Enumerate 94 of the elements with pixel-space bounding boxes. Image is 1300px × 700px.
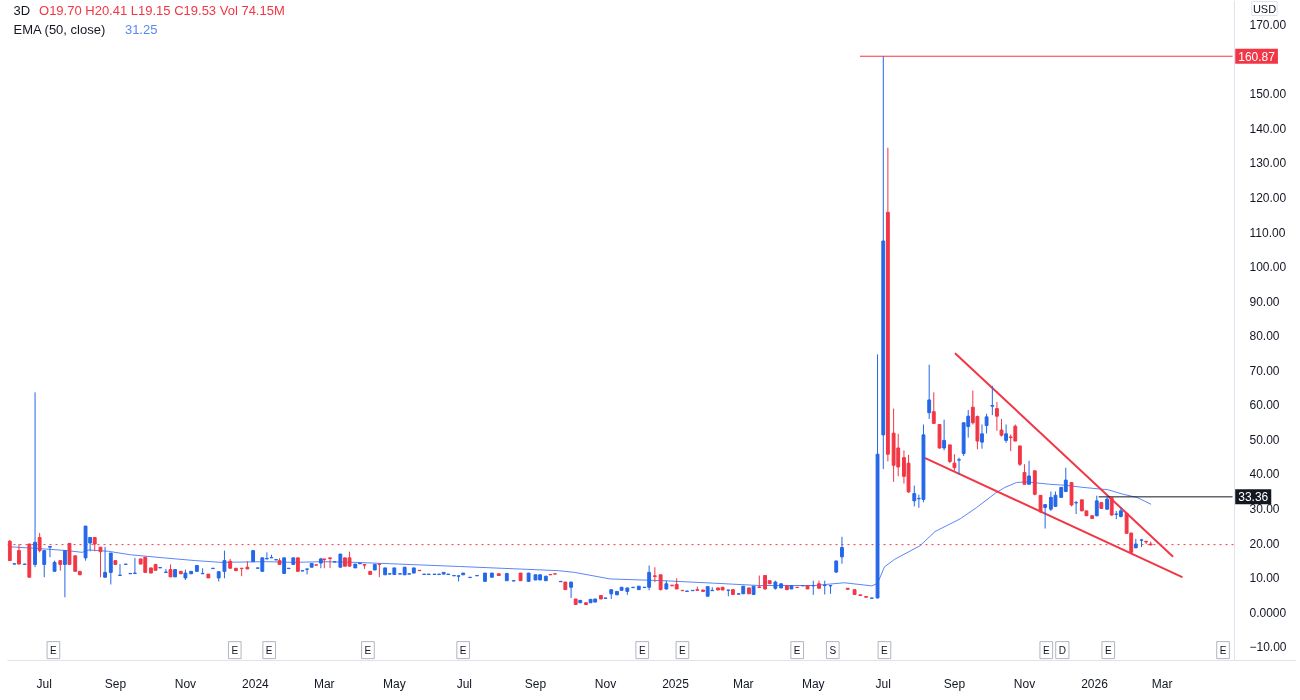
candlestick [1032, 470, 1037, 496]
candlestick [840, 536, 844, 565]
candlestick [118, 563, 122, 576]
candlestick [98, 546, 103, 578]
annotation: E [231, 644, 239, 656]
candlestick [42, 550, 47, 578]
x-tick-label: Jul [456, 676, 473, 691]
x-tick-label: Jul [875, 676, 891, 691]
x-tick-label: 2025 [662, 676, 690, 691]
y-tick-label: 90.00 [1249, 294, 1280, 309]
annotation: E [1104, 644, 1112, 656]
candlestick [1043, 503, 1048, 529]
candlestick [108, 552, 113, 585]
candlestick [1017, 445, 1022, 467]
annotation: E [364, 644, 372, 656]
candlestick [48, 545, 52, 558]
annotation: S [829, 644, 837, 656]
x-tick-label: 2026 [1081, 676, 1109, 691]
annotation: E [265, 644, 273, 656]
annotation: E [881, 644, 889, 656]
x-tick-label: Mar [1151, 676, 1173, 691]
candlestick [990, 385, 995, 416]
annotation: E [459, 644, 467, 656]
y-tick-label: 170.00 [1249, 18, 1287, 33]
candlestick [1004, 423, 1009, 444]
annotation: E [638, 644, 646, 656]
annotation: E [1219, 644, 1227, 656]
data-label: 160.87 [1238, 49, 1276, 64]
x-tick-label: Sep [524, 676, 547, 691]
candlestick [377, 563, 382, 578]
candlestick [33, 391, 37, 568]
y-tick-label: 60.00 [1249, 398, 1280, 413]
annotation: 31.25 [124, 22, 158, 37]
candlestick [1074, 500, 1079, 515]
candlestick [896, 433, 901, 477]
x-tick-label: Sep [104, 676, 127, 691]
y-tick-label: 130.00 [1249, 156, 1287, 171]
x-tick-label: Sep [943, 676, 966, 691]
candlestick [7, 539, 12, 562]
candlestick [912, 485, 917, 507]
candlestick [757, 574, 762, 589]
annotation: E [793, 644, 801, 656]
data-label: 33.36 [1238, 490, 1269, 505]
y-axis-title: USD [1252, 2, 1277, 15]
candlestick [947, 444, 952, 464]
y-tick-label: 50.00 [1249, 432, 1280, 447]
chart-subtitle: O19.70 H20.41 L19.15 C19.53 Vol 74.15M [39, 3, 285, 18]
y-tick-label: 0.0000 [1249, 605, 1287, 620]
y-tick-label: 140.00 [1249, 121, 1287, 136]
candlestick [931, 391, 936, 424]
y-tick-label: 100.00 [1249, 260, 1287, 275]
candlestick [163, 568, 168, 573]
candlestick [328, 557, 332, 569]
candlestick [942, 419, 947, 451]
annotation: E [1042, 644, 1050, 656]
y-tick-label: 20.00 [1249, 536, 1280, 551]
x-tick-label: Nov [174, 676, 197, 691]
candlestick [957, 457, 961, 476]
candlestick [305, 568, 309, 575]
x-tick-label: May [382, 676, 406, 691]
candlestick [103, 546, 107, 578]
candlestick [37, 532, 42, 553]
x-tick-label: Nov [1013, 676, 1036, 691]
annotation: E [50, 644, 58, 656]
y-tick-label: −10.00 [1249, 640, 1287, 655]
candlestick [1022, 463, 1027, 485]
y-tick-label: 70.00 [1249, 363, 1280, 378]
candlestick [1109, 496, 1114, 517]
y-tick-label: 150.00 [1249, 87, 1287, 102]
candlestick [222, 550, 227, 579]
chart-title: 3D [13, 3, 31, 18]
candlestick [569, 581, 573, 599]
candlestick [62, 550, 67, 598]
annotation: E [679, 644, 687, 656]
y-tick-label: 10.00 [1249, 571, 1280, 586]
candlestick [652, 566, 657, 583]
y-tick-label: 110.00 [1249, 225, 1286, 240]
x-tick-label: May [801, 676, 825, 691]
candlestick [937, 423, 942, 450]
candlestick [980, 423, 984, 450]
x-tick-label: 2024 [242, 676, 270, 691]
y-tick-label: 40.00 [1249, 467, 1280, 482]
x-tick-label: Mar [313, 676, 335, 691]
y-tick-label: 120.00 [1249, 190, 1287, 205]
x-tick-label: Jul [36, 676, 52, 691]
candlestick [132, 557, 137, 574]
candlestick [984, 413, 989, 434]
text: EMA (50, close) [13, 22, 106, 37]
x-tick-label: Nov [594, 676, 617, 691]
y-tick-label: 80.00 [1249, 329, 1280, 344]
annotation: D [1058, 644, 1066, 656]
candlestick [1027, 460, 1031, 485]
candlestick [927, 364, 932, 420]
x-tick-label: Mar [732, 676, 754, 691]
